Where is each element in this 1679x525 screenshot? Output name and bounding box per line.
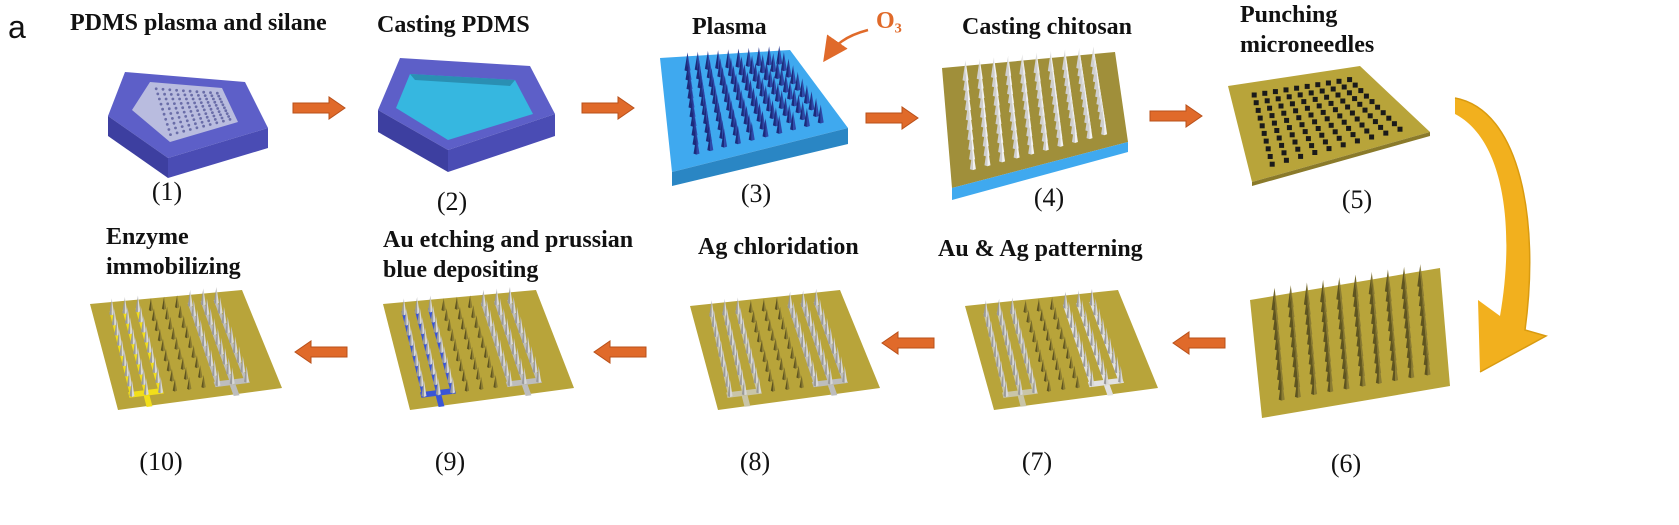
silane-dot-pattern bbox=[154, 87, 232, 137]
process-arrows bbox=[292, 96, 1226, 364]
step-3-number: (3) bbox=[741, 179, 771, 208]
step-5-number: (5) bbox=[1342, 185, 1372, 214]
step-4-title-line-1: Casting chitosan bbox=[962, 14, 1132, 40]
step-7-title-line-1: Au & Ag patterning bbox=[938, 236, 1143, 262]
step-10-title-line-1: Enzyme bbox=[106, 224, 189, 250]
step-10-illustration bbox=[90, 287, 282, 410]
step-6-number: (6) bbox=[1331, 449, 1361, 478]
step-9-number: (9) bbox=[435, 447, 465, 476]
step-7-illustration bbox=[965, 288, 1158, 410]
step-4-illustration bbox=[942, 46, 1128, 200]
chitosan-needle-patch bbox=[1271, 264, 1431, 401]
step-1-title-line-1: PDMS plasma and silane bbox=[70, 10, 327, 36]
step-3-illustration bbox=[660, 45, 848, 186]
au-ag-electrode-pattern bbox=[983, 288, 1124, 407]
step-10-number: (10) bbox=[139, 447, 182, 476]
punched-holes-pattern bbox=[1251, 77, 1403, 167]
enzyme-electrode-pattern bbox=[109, 287, 250, 407]
step-4-number: (4) bbox=[1034, 183, 1064, 212]
step-5-illustration bbox=[1228, 66, 1430, 186]
chitosan-microneedle-array bbox=[962, 46, 1108, 171]
step-7-number: (7) bbox=[1022, 447, 1052, 476]
prussian-blue-electrode-pattern bbox=[401, 287, 542, 407]
step-8-number: (8) bbox=[740, 447, 770, 476]
ozone-label: O₃ bbox=[876, 8, 902, 34]
step-10-title-line-2: immobilizing bbox=[106, 254, 241, 280]
panel-letter: a bbox=[8, 9, 26, 45]
step-2-illustration bbox=[378, 58, 555, 172]
step-numbers: (1) (2) (3) (4) (5) (6) (7) (8) (9) (10) bbox=[139, 177, 1372, 478]
step-titles: PDMS plasma and silane Casting PDMS Plasma… bbox=[70, 2, 1374, 283]
pdms-microneedle-array bbox=[684, 45, 824, 155]
step-1-illustration bbox=[108, 72, 268, 178]
step-5-title-line-1: Punching bbox=[1240, 2, 1337, 28]
step-9-illustration bbox=[383, 287, 574, 410]
curved-transition-arrow bbox=[1454, 97, 1548, 373]
step-9-title-line-2: blue depositing bbox=[383, 257, 538, 283]
ozone-arrow bbox=[823, 28, 869, 63]
step-2-number: (2) bbox=[437, 187, 467, 216]
step-2-title-line-1: Casting PDMS bbox=[377, 12, 530, 38]
step-9-title-line-1: Au etching and prussian bbox=[383, 227, 633, 253]
agcl-electrode-pattern bbox=[709, 288, 848, 407]
step-1-number: (1) bbox=[152, 177, 182, 206]
step-8-title-line-1: Ag chloridation bbox=[698, 234, 859, 260]
step-5-title-line-2: microneedles bbox=[1240, 32, 1374, 58]
step-3-title-line-1: Plasma bbox=[692, 14, 767, 40]
step-6-illustration bbox=[1250, 264, 1450, 418]
step-8-illustration bbox=[690, 288, 880, 410]
